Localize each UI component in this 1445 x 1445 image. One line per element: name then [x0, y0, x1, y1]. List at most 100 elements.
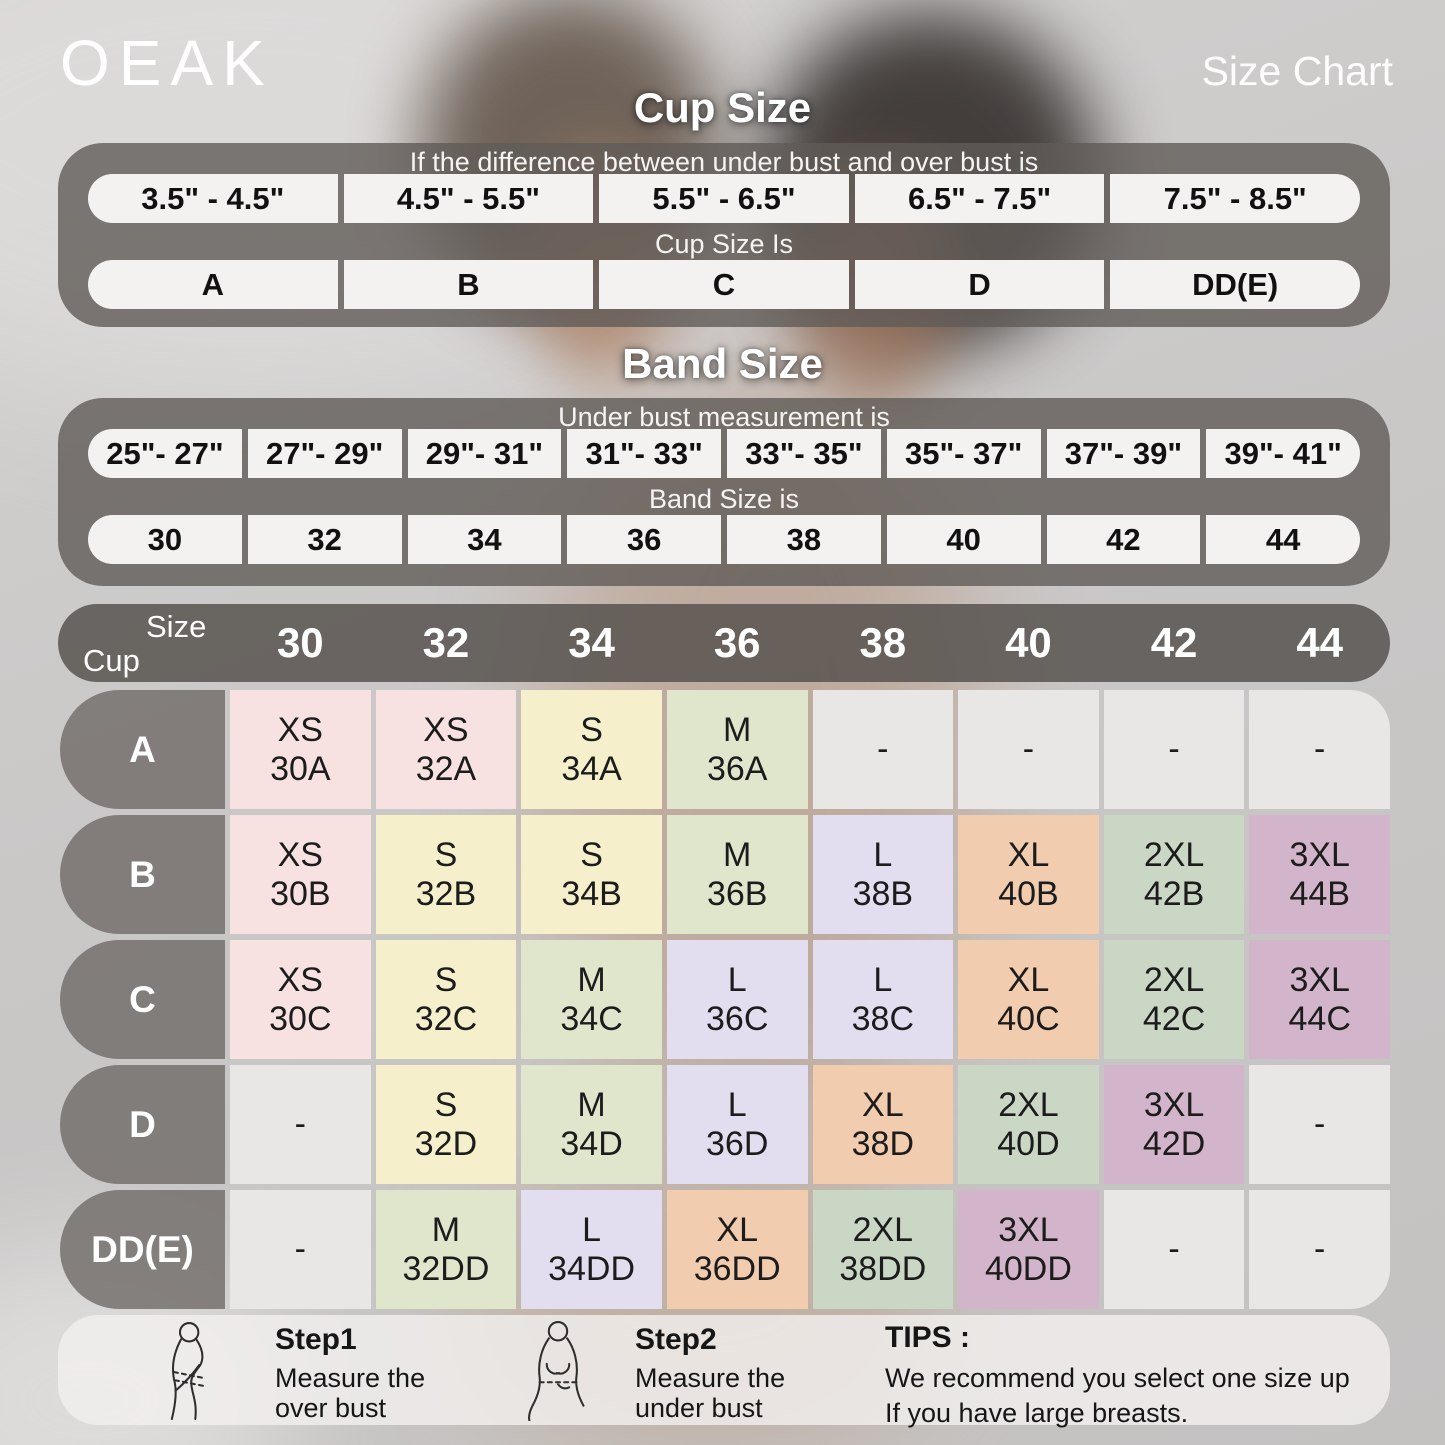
- band-range-cell: 39"- 41": [1206, 429, 1360, 478]
- band-condition-label: Under bust measurement is: [558, 402, 890, 432]
- matrix-row-label: D: [60, 1065, 225, 1184]
- step1-block: Step1 Measure the over bust: [275, 1323, 425, 1423]
- measure-overbust-icon: [120, 1319, 240, 1421]
- step1-title: Step1: [275, 1323, 357, 1356]
- matrix-row-labels: A B C D DD(E): [60, 690, 225, 1309]
- size-cell: XS 30B: [230, 815, 371, 934]
- band-number-cell: 40: [886, 515, 1041, 564]
- band-range-cell: 25"- 27": [88, 429, 242, 478]
- size-cell: M 34D: [521, 1065, 662, 1184]
- matrix-row-label: B: [60, 815, 225, 934]
- step1-text: Measure the over bust: [275, 1363, 426, 1423]
- matrix-row-label: A: [60, 690, 225, 809]
- matrix-column-header: 36: [713, 619, 761, 666]
- matrix-column-header: 34: [568, 619, 615, 666]
- size-cell: 3XL 40DD: [958, 1190, 1099, 1309]
- size-cell: -: [958, 690, 1099, 809]
- size-cell: L 36C: [666, 940, 808, 1059]
- band-size-panel: Under bust measurement is 25"- 27" 27"- 2…: [58, 398, 1390, 586]
- instructions-bar: Step1 Measure the over bust Step2 Measur…: [58, 1315, 1390, 1428]
- tips-title: TIPS :: [885, 1321, 971, 1354]
- band-number-row: 30 32 34 36 38 40 42 44: [88, 515, 1360, 564]
- cup-letter-cell: DD(E): [1110, 260, 1360, 309]
- size-cell: -: [1249, 690, 1390, 809]
- size-cell: M 34C: [521, 940, 662, 1059]
- size-cell: XL 40C: [958, 940, 1099, 1059]
- band-number-cell: 44: [1206, 515, 1360, 564]
- step2-text: Measure the under bust: [635, 1363, 786, 1423]
- matrix-row-label: C: [60, 940, 225, 1059]
- size-cell: 2XL 40D: [958, 1065, 1099, 1184]
- matrix-column-header: 42: [1150, 619, 1198, 666]
- size-cell: L 38C: [812, 940, 954, 1059]
- size-cell: -: [230, 1065, 371, 1184]
- band-size-title: Band Size: [622, 340, 823, 387]
- size-cell: -: [1249, 1065, 1390, 1184]
- cup-size-title: Cup Size: [633, 84, 812, 131]
- cup-condition-label: If the difference between under bust and…: [409, 147, 1039, 177]
- size-cell: -: [1103, 690, 1245, 809]
- band-range-cell: 27"- 29": [247, 429, 402, 478]
- band-number-cell: 30: [88, 515, 242, 564]
- size-cell: 3XL 44B: [1249, 815, 1390, 934]
- size-cell: -: [230, 1190, 371, 1309]
- cup-letter-cell: A: [88, 260, 338, 309]
- matrix-column-header: 44: [1296, 619, 1344, 666]
- cup-range-row: 3.5" - 4.5" 4.5" - 5.5" 5.5" - 6.5" 6.5" - …: [88, 174, 1360, 223]
- size-cell: S 32B: [375, 815, 517, 934]
- size-cell: S 34A: [521, 690, 662, 809]
- band-number-cell: 32: [247, 515, 402, 564]
- measure-underbust-icon: [498, 1319, 618, 1423]
- size-cell: -: [1103, 1190, 1245, 1309]
- cup-range-cell: 4.5" - 5.5": [343, 174, 594, 223]
- size-cell: M 32DD: [375, 1190, 517, 1309]
- tips-text: We recommend you select one size up If y…: [885, 1363, 1350, 1428]
- cup-letter-cell: D: [854, 260, 1105, 309]
- size-cell: S 32D: [375, 1065, 517, 1184]
- matrix-header-grid: 30 32 34 36 38 40 42 44: [230, 604, 1390, 682]
- cup-letter-row: A B C D DD(E): [88, 260, 1360, 309]
- matrix-header-bar: Size Cup 30 32 34 36 38 40 42 44: [58, 604, 1390, 682]
- size-cell: 2XL 42B: [1103, 815, 1245, 934]
- size-cell: L 38B: [812, 815, 954, 934]
- matrix-column-header: 30: [276, 619, 324, 666]
- cup-range-cell: 3.5" - 4.5": [88, 174, 338, 223]
- step2-block: Step2 Measure the under bust: [635, 1323, 785, 1423]
- matrix-column-header: 32: [422, 619, 470, 666]
- size-cell: XL 36DD: [666, 1190, 808, 1309]
- band-range-row: 25"- 27" 27"- 29" 29"- 31" 31"- 33" 33"- 35"…: [88, 429, 1360, 478]
- band-number-cell: 42: [1046, 515, 1201, 564]
- cup-letter-cell: B: [343, 260, 594, 309]
- tips-block: TIPS : We recommend you select one size …: [885, 1321, 1350, 1430]
- size-cell: -: [812, 690, 954, 809]
- band-range-cell: 37"- 39": [1046, 429, 1201, 478]
- band-range-cell: 33"- 35": [727, 429, 881, 478]
- size-cell: L 34DD: [521, 1190, 662, 1309]
- size-cell: M 36A: [666, 690, 808, 809]
- matrix-column-header: 40: [1005, 619, 1052, 666]
- cup-range-cell: 5.5" - 6.5": [599, 174, 849, 223]
- size-cell: L 36D: [666, 1065, 808, 1184]
- matrix-column-header: 38: [859, 619, 907, 666]
- size-cell: 2XL 38DD: [812, 1190, 954, 1309]
- size-cell: 3XL 42D: [1103, 1065, 1245, 1184]
- band-number-cell: 36: [567, 515, 721, 564]
- matrix-grid: XS 30A XS 32A S 34A M 36A - - - - XS 30B S 32B S 34B M 36B L…: [230, 690, 1390, 1309]
- size-cell: M 36B: [666, 815, 808, 934]
- page-title: Size Chart: [1201, 48, 1393, 94]
- cup-range-cell: 7.5" - 8.5": [1110, 174, 1360, 223]
- size-cell: 3XL 44C: [1249, 940, 1390, 1059]
- band-range-cell: 29"- 31": [407, 429, 562, 478]
- matrix-corner-cup-label: Cup: [83, 643, 140, 678]
- size-cell: 2XL 42C: [1103, 940, 1245, 1059]
- size-cell: XS 30C: [230, 940, 371, 1059]
- cup-range-cell: 6.5" - 7.5": [854, 174, 1105, 223]
- size-cell: XL 40B: [958, 815, 1099, 934]
- step2-title: Step2: [635, 1323, 717, 1356]
- band-range-cell: 35"- 37": [886, 429, 1041, 478]
- size-cell: XS 30A: [230, 690, 371, 809]
- matrix-row-label: DD(E): [60, 1190, 225, 1309]
- band-range-cell: 31"- 33": [567, 429, 721, 478]
- band-number-cell: 38: [727, 515, 881, 564]
